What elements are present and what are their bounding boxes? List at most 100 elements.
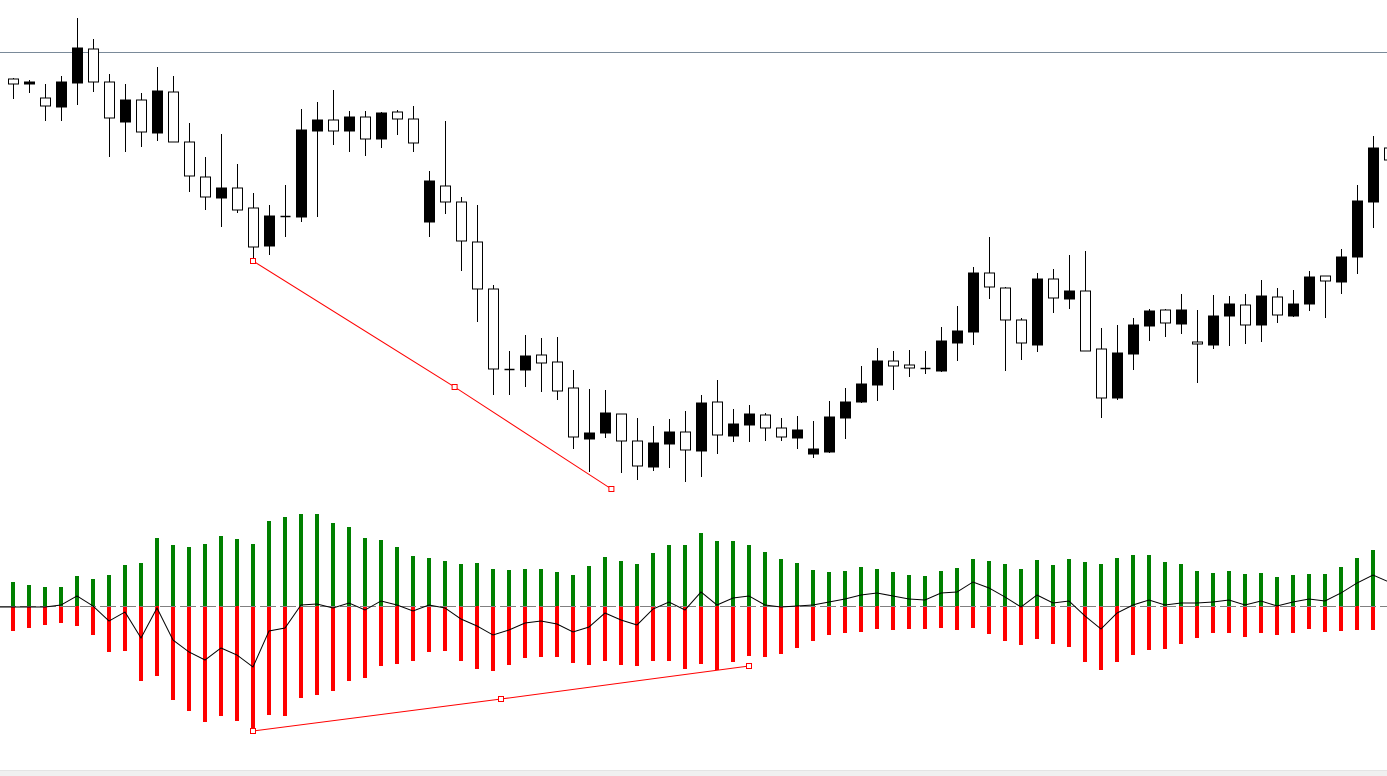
candle [297, 109, 307, 222]
histogram-bar-up [523, 569, 527, 606]
histogram-bar-up [347, 527, 351, 606]
histogram-bar-down [891, 606, 895, 630]
histogram-bar-down [251, 606, 255, 732]
candle-body [201, 177, 211, 197]
candle-body [857, 384, 867, 402]
histogram-bar-up [1115, 558, 1119, 606]
candle [761, 413, 771, 441]
candle [713, 380, 723, 454]
histogram-bar-up [379, 540, 383, 606]
histogram-bar-up [1179, 564, 1183, 606]
histogram-bar-down [347, 606, 351, 681]
histogram-bar-up [795, 563, 799, 606]
candle [361, 111, 371, 156]
candle-body [841, 402, 851, 418]
candle [345, 111, 355, 152]
candle [473, 205, 483, 322]
histogram-bar-up [139, 563, 143, 606]
candle [249, 193, 259, 260]
trendline-anchor-handle [251, 259, 256, 264]
candle-body [761, 415, 771, 428]
candle-body [441, 186, 451, 202]
candle-body [1305, 277, 1315, 304]
histogram-bar-down [475, 606, 479, 669]
histogram-bar-up [459, 564, 463, 606]
histogram-bar-down [907, 606, 911, 629]
histogram-bar-down [27, 606, 31, 628]
candle-body [1033, 279, 1043, 345]
histogram-bar-up [235, 539, 239, 606]
histogram-bar-up [187, 547, 191, 606]
candle-body [1049, 279, 1059, 298]
histogram-bar-up [683, 545, 687, 606]
histogram-bar-down [363, 606, 367, 678]
histogram-bar-down [619, 606, 623, 665]
candle [793, 416, 803, 449]
histogram-bar-down [1035, 606, 1039, 639]
candle-body [9, 79, 19, 84]
histogram-bar-up [107, 575, 111, 606]
candle-body [617, 414, 627, 441]
candle-body [1177, 310, 1187, 324]
histogram-bar-up [1211, 573, 1215, 606]
bottom-scrollbar[interactable] [0, 770, 1387, 776]
candle [505, 351, 515, 395]
candle [1273, 288, 1283, 323]
histogram-bar-up [203, 544, 207, 606]
histogram-bar-down [1067, 606, 1071, 647]
candle-body [377, 113, 387, 139]
candle-body [409, 119, 419, 143]
histogram-bar-up [1099, 564, 1103, 606]
trendline-anchor-handle [251, 729, 256, 734]
candle-body [425, 181, 435, 222]
histogram-bar-down [507, 606, 511, 665]
histogram-bar-up [411, 556, 415, 606]
histogram-bar-down [491, 606, 495, 671]
candle-body [89, 49, 99, 82]
candle [57, 76, 67, 121]
trendline-anchor-handle [452, 385, 457, 390]
candle-body [729, 424, 739, 436]
candle [1017, 318, 1027, 360]
candle [665, 419, 675, 468]
candle-body [345, 117, 355, 131]
candle-body [153, 91, 163, 133]
candle [105, 74, 115, 157]
histogram-bar-up [1147, 555, 1151, 606]
candle-body [1241, 305, 1251, 325]
histogram-bar-up [427, 558, 431, 606]
histogram-bar-up [123, 565, 127, 606]
candle-body [697, 403, 707, 451]
candle [1337, 249, 1347, 294]
candle-body [1081, 291, 1091, 351]
candle-body [1129, 325, 1139, 354]
candle-body [873, 361, 883, 385]
candle [1305, 271, 1315, 311]
histogram-bar-up [1307, 574, 1311, 606]
histogram-bar-up [907, 575, 911, 606]
histogram-bar-down [571, 606, 575, 663]
candle-body [1353, 201, 1363, 257]
histogram-bar-down [75, 606, 79, 626]
histogram-bar-up [75, 576, 79, 606]
histogram-bar-up [651, 553, 655, 606]
histogram-bar-up [891, 572, 895, 606]
histogram-bar-up [1163, 562, 1167, 606]
candle-body [793, 430, 803, 438]
histogram-bar-down [203, 606, 207, 722]
candle-body [825, 417, 835, 452]
candle [281, 185, 291, 237]
histogram-bar-down [443, 606, 447, 651]
candle-body [185, 142, 195, 176]
candle-body [265, 216, 275, 246]
histogram-bar-up [635, 564, 639, 606]
candle [233, 164, 243, 213]
histogram-bar-down [1131, 606, 1135, 655]
candle [857, 366, 867, 403]
candle [649, 426, 659, 471]
histogram-bar-up [875, 569, 879, 606]
candle-body [585, 433, 595, 439]
histogram-bar-down [987, 606, 991, 634]
candle [41, 84, 51, 121]
